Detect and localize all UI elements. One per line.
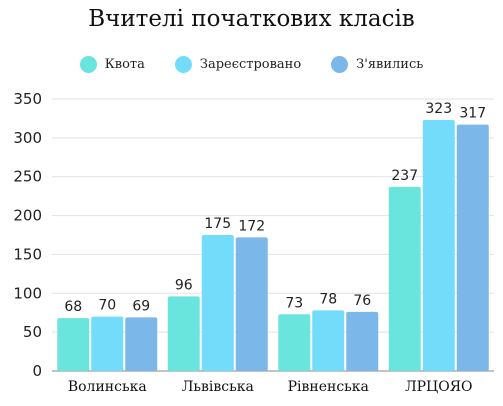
y-tick-label: 100 [13, 284, 42, 302]
data-label: 69 [132, 298, 150, 314]
bar [125, 317, 158, 371]
bar [422, 119, 455, 372]
legend-label-attended: З'явились [356, 57, 424, 72]
bar [57, 318, 90, 371]
data-label: 78 [319, 291, 337, 307]
data-label: 70 [98, 298, 116, 314]
x-tick-label: Рівненська [288, 379, 369, 395]
bar [312, 310, 345, 371]
data-label: 237 [391, 168, 418, 184]
y-tick-label: 150 [13, 245, 42, 263]
legend-item-quota: Квота [79, 56, 145, 73]
y-tick-label: 0 [32, 362, 42, 380]
legend-item-registered: Зареєстровано [174, 56, 302, 73]
x-tick-label: Волинська [68, 379, 147, 395]
bar [91, 316, 124, 371]
data-label: 96 [175, 277, 193, 293]
data-label: 172 [238, 218, 265, 234]
legend-label-quota: Квота [104, 57, 145, 72]
bar [346, 311, 379, 371]
legend-swatch-quota [79, 56, 97, 73]
data-label: 76 [353, 293, 371, 309]
bar [167, 296, 200, 371]
bar [278, 314, 311, 371]
y-tick-label: 250 [13, 168, 42, 186]
data-label: 73 [285, 295, 303, 311]
data-label: 323 [425, 101, 452, 117]
y-tick-label: 350 [13, 90, 42, 108]
bar [201, 235, 234, 371]
legend-swatch-registered [174, 56, 192, 73]
y-tick-label: 50 [23, 323, 42, 341]
legend: Квота Зареєстровано З'явились [0, 56, 503, 73]
y-tick-label: 300 [13, 129, 42, 147]
legend-label-registered: Зареєстровано [199, 57, 302, 72]
data-label: 68 [64, 299, 82, 315]
bar [456, 124, 489, 371]
bar [388, 186, 421, 371]
chart-title: Вчителі початкових класів [88, 6, 415, 32]
legend-swatch-attended [331, 56, 349, 73]
data-label: 175 [204, 216, 231, 232]
bar [235, 237, 268, 371]
legend-item-attended: З'явились [331, 56, 423, 73]
data-label: 317 [459, 106, 486, 122]
x-tick-label: Львівська [182, 379, 254, 395]
x-tick-label: ЛРЦОЯО [405, 379, 473, 395]
y-tick-label: 200 [13, 207, 42, 225]
